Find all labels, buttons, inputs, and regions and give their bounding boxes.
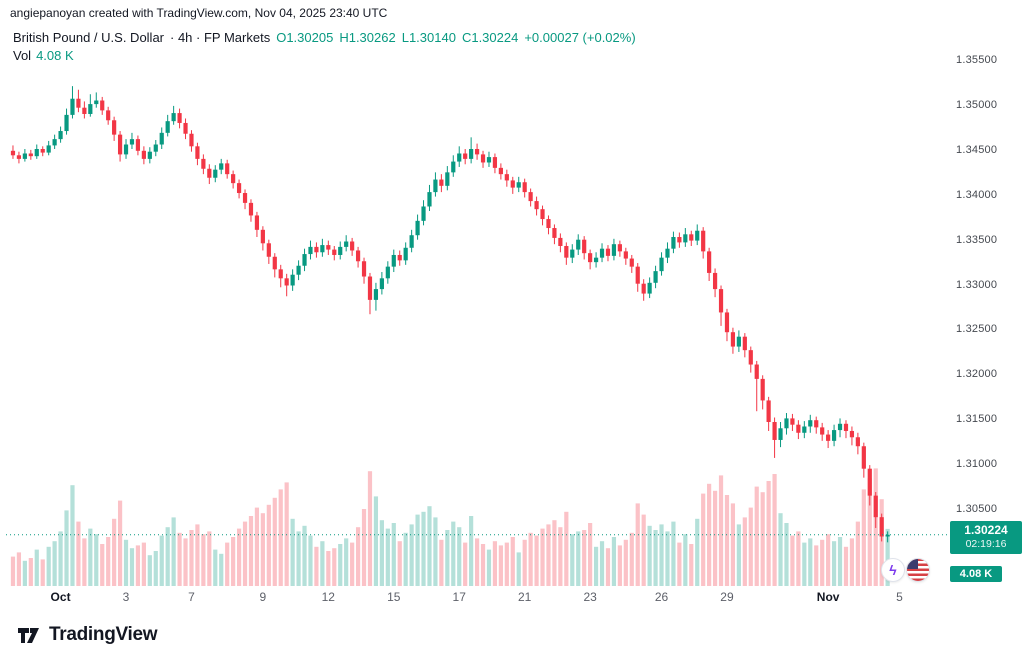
candles	[10, 86, 890, 543]
lightning-glyph: ϟ	[889, 562, 897, 578]
time-axis-label: 26	[654, 590, 669, 604]
price-axis-label: 1.31500	[956, 413, 998, 426]
volume-bars	[10, 468, 890, 586]
price-axis-label: 1.34000	[956, 188, 998, 201]
tradingview-logo[interactable]: TradingView	[16, 622, 158, 648]
flag-canton	[907, 559, 918, 569]
price-axis-label: 1.31000	[956, 458, 998, 471]
time-axis-label: 29	[720, 590, 734, 604]
time-axis-label: 23	[583, 590, 597, 604]
last-volume-badge: 4.08 K	[950, 566, 1002, 582]
time-axis-label: 17	[452, 590, 466, 604]
bar-countdown: 02:19:16	[965, 537, 1007, 550]
symbol-title: British Pound / U.S. Dollar	[13, 30, 165, 45]
price-axis-label: 1.35500	[956, 54, 998, 66]
time-axis[interactable]: Oct 3 7 9 12 15 17 21 23 26 29 Nov 5	[0, 588, 950, 608]
ohlc-close: C1.30224	[461, 30, 519, 45]
candlestick-chart-pane[interactable]	[0, 0, 1024, 610]
volume-value: 4.08 K	[36, 48, 74, 63]
time-axis-label: 3	[122, 590, 130, 604]
volume-label: Vol	[13, 48, 32, 63]
price-axis-label: 1.33000	[956, 278, 998, 291]
spark-icon[interactable]: ϟ	[881, 558, 905, 582]
price-axis-label: 1.33500	[956, 233, 998, 246]
price-axis-label: 1.34500	[956, 143, 998, 156]
last-price-badge: 1.30224 02:19:16	[950, 520, 1022, 554]
ohlc-high: H1.30262	[339, 30, 396, 45]
tradingview-logo-mark-icon	[16, 622, 42, 648]
legend[interactable]: British Pound / U.S. Dollar · 4h · FP Ma…	[13, 30, 636, 45]
tradingview-wordmark: TradingView	[49, 624, 158, 645]
volume-legend[interactable]: Vol 4.08 K	[13, 48, 74, 63]
ohlc-open: O1.30205	[276, 30, 334, 45]
time-axis-label: 12	[321, 590, 335, 604]
time-axis-label: 9	[259, 590, 267, 604]
time-axis-label: 21	[517, 590, 532, 604]
price-axis[interactable]: 1.35500 1.35000 1.34500 1.34000 1.33500 1.330…	[950, 0, 1024, 600]
price-axis-label: 1.32000	[956, 368, 998, 381]
price-change: +0.00027 (+0.02%)	[524, 30, 636, 45]
last-price-value: 1.30224	[964, 522, 1008, 537]
ohlc-low: L1.30140	[401, 30, 456, 45]
time-axis-label: Oct	[50, 590, 71, 604]
interval-provider: · 4h · FP Markets	[170, 30, 271, 45]
time-axis-label: Nov	[816, 590, 840, 604]
price-axis-label: 1.30500	[956, 503, 998, 515]
time-axis-label: 5	[896, 590, 903, 604]
time-axis-label: 7	[188, 590, 195, 604]
price-axis-label: 1.32500	[956, 323, 998, 336]
price-axis-label: 1.35000	[956, 98, 998, 111]
attribution-text: angiepanoyan created with TradingView.co…	[10, 6, 388, 20]
time-axis-label: 15	[387, 590, 401, 604]
us-flag-icon[interactable]	[906, 558, 930, 582]
